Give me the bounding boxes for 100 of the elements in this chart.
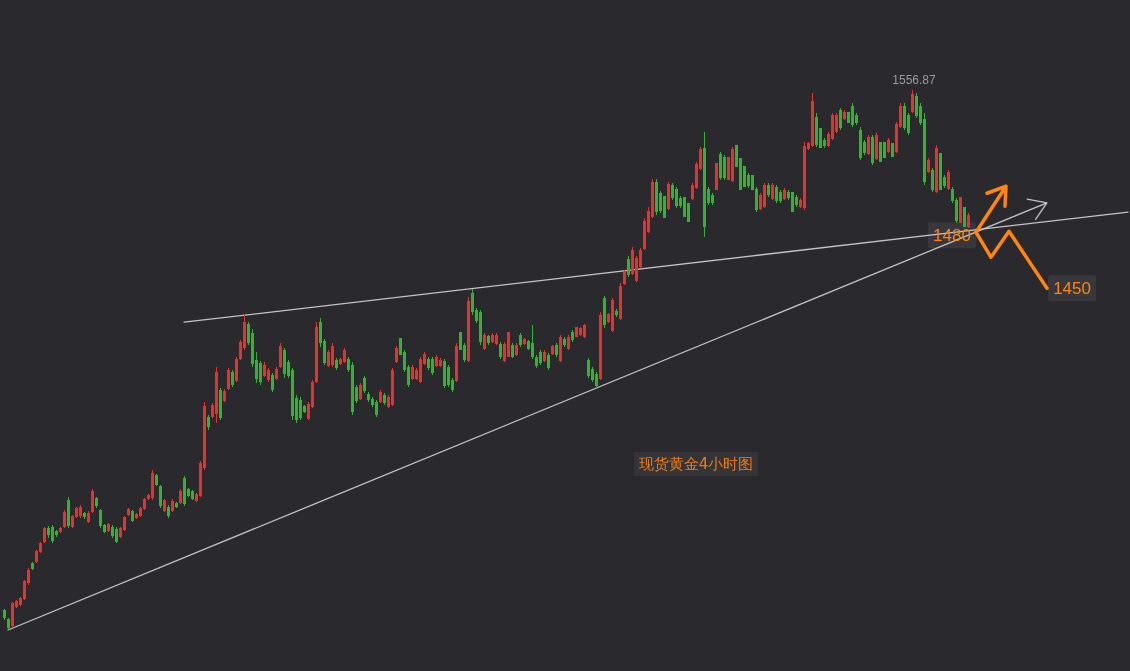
candlestick bbox=[43, 526, 46, 544]
candlestick bbox=[375, 399, 378, 418]
candlestick bbox=[811, 93, 814, 148]
candlestick bbox=[3, 608, 6, 620]
candlestick bbox=[539, 349, 542, 365]
candlestick bbox=[159, 484, 162, 508]
candlestick bbox=[867, 134, 870, 155]
candlestick bbox=[611, 297, 614, 332]
candlestick bbox=[11, 601, 14, 627]
candlestick bbox=[615, 309, 618, 317]
annotation: 1450 bbox=[1053, 279, 1091, 299]
candlestick bbox=[939, 153, 942, 190]
candlestick bbox=[583, 323, 586, 338]
candlestick bbox=[579, 327, 582, 337]
candlestick bbox=[963, 207, 966, 228]
candlestick bbox=[191, 490, 194, 500]
candlestick bbox=[363, 376, 366, 393]
candlestick bbox=[775, 185, 778, 203]
candlestick bbox=[703, 132, 706, 237]
candlestick bbox=[67, 497, 70, 528]
candlestick bbox=[967, 213, 970, 229]
annotation: 1556.87 bbox=[892, 73, 937, 87]
candlestick bbox=[511, 343, 514, 358]
candlestick bbox=[723, 154, 726, 181]
candlestick bbox=[395, 345, 398, 364]
candlestick bbox=[595, 371, 598, 389]
candlestick bbox=[359, 383, 362, 400]
candlestick bbox=[219, 388, 222, 420]
candlestick bbox=[331, 343, 334, 368]
candlestick bbox=[839, 107, 842, 130]
candlestick bbox=[115, 526, 118, 544]
candlestick bbox=[155, 473, 158, 486]
candlestick bbox=[127, 507, 130, 517]
candlestick bbox=[495, 333, 498, 345]
candlestick bbox=[619, 282, 622, 321]
candlestick bbox=[883, 141, 886, 159]
candlestick bbox=[179, 489, 182, 505]
candlestick bbox=[603, 295, 606, 329]
candlestick bbox=[879, 141, 882, 162]
candlestick bbox=[95, 497, 98, 508]
candlestick bbox=[547, 352, 550, 371]
candlestick bbox=[171, 498, 174, 512]
candlestick bbox=[163, 498, 166, 512]
candlestick bbox=[275, 367, 278, 380]
candlestick bbox=[435, 355, 438, 368]
candlestick bbox=[215, 367, 218, 424]
candlestick bbox=[779, 189, 782, 203]
candlestick bbox=[935, 145, 938, 194]
candlestick bbox=[419, 356, 422, 384]
candlestick bbox=[523, 337, 526, 345]
candlestick bbox=[911, 90, 914, 114]
candlestick bbox=[279, 343, 282, 369]
candlestick bbox=[367, 391, 370, 403]
candlestick bbox=[927, 158, 930, 174]
candlestick bbox=[767, 182, 770, 197]
candlestick bbox=[551, 344, 554, 356]
candlestick bbox=[663, 195, 666, 218]
candlestick bbox=[623, 269, 626, 285]
candlestick bbox=[587, 357, 590, 378]
candlestick bbox=[483, 333, 486, 350]
candlestick bbox=[235, 356, 238, 383]
candlestick bbox=[343, 348, 346, 364]
candlestick bbox=[183, 476, 186, 506]
candlestick bbox=[791, 192, 794, 213]
candlestick bbox=[771, 182, 774, 201]
candlestick bbox=[675, 187, 678, 209]
candlestick bbox=[575, 327, 578, 337]
candlestick bbox=[763, 182, 766, 209]
candlestick bbox=[555, 343, 558, 357]
candlestick bbox=[223, 389, 226, 403]
candlestick bbox=[571, 329, 574, 343]
candlestick bbox=[783, 187, 786, 201]
text: 现货黄金4小时图 bbox=[638, 455, 754, 474]
candlestick bbox=[51, 525, 54, 544]
candlestick bbox=[891, 142, 894, 157]
candlestick bbox=[151, 470, 154, 500]
candlestick bbox=[379, 390, 382, 404]
candlestick bbox=[567, 335, 570, 350]
candlestick bbox=[383, 392, 386, 405]
candlestick bbox=[299, 397, 302, 420]
candlestick bbox=[599, 311, 602, 380]
candlestick bbox=[875, 133, 878, 161]
candlestick bbox=[803, 141, 806, 210]
candlestick bbox=[79, 505, 82, 519]
candlestick bbox=[715, 162, 718, 190]
candlestick bbox=[455, 343, 458, 383]
candlestick bbox=[719, 152, 722, 181]
candlestick bbox=[47, 525, 50, 539]
candlestick bbox=[283, 348, 286, 378]
candlestick bbox=[947, 169, 950, 190]
candlestick bbox=[175, 502, 178, 508]
candlestick bbox=[167, 505, 170, 519]
candlestick bbox=[87, 511, 90, 524]
candlestick bbox=[627, 255, 630, 277]
candlestick bbox=[315, 322, 318, 384]
candlestick bbox=[851, 102, 854, 128]
candlestick bbox=[871, 134, 874, 166]
candlestick bbox=[543, 349, 546, 363]
candlestick bbox=[559, 335, 562, 363]
candlestick bbox=[411, 364, 414, 380]
